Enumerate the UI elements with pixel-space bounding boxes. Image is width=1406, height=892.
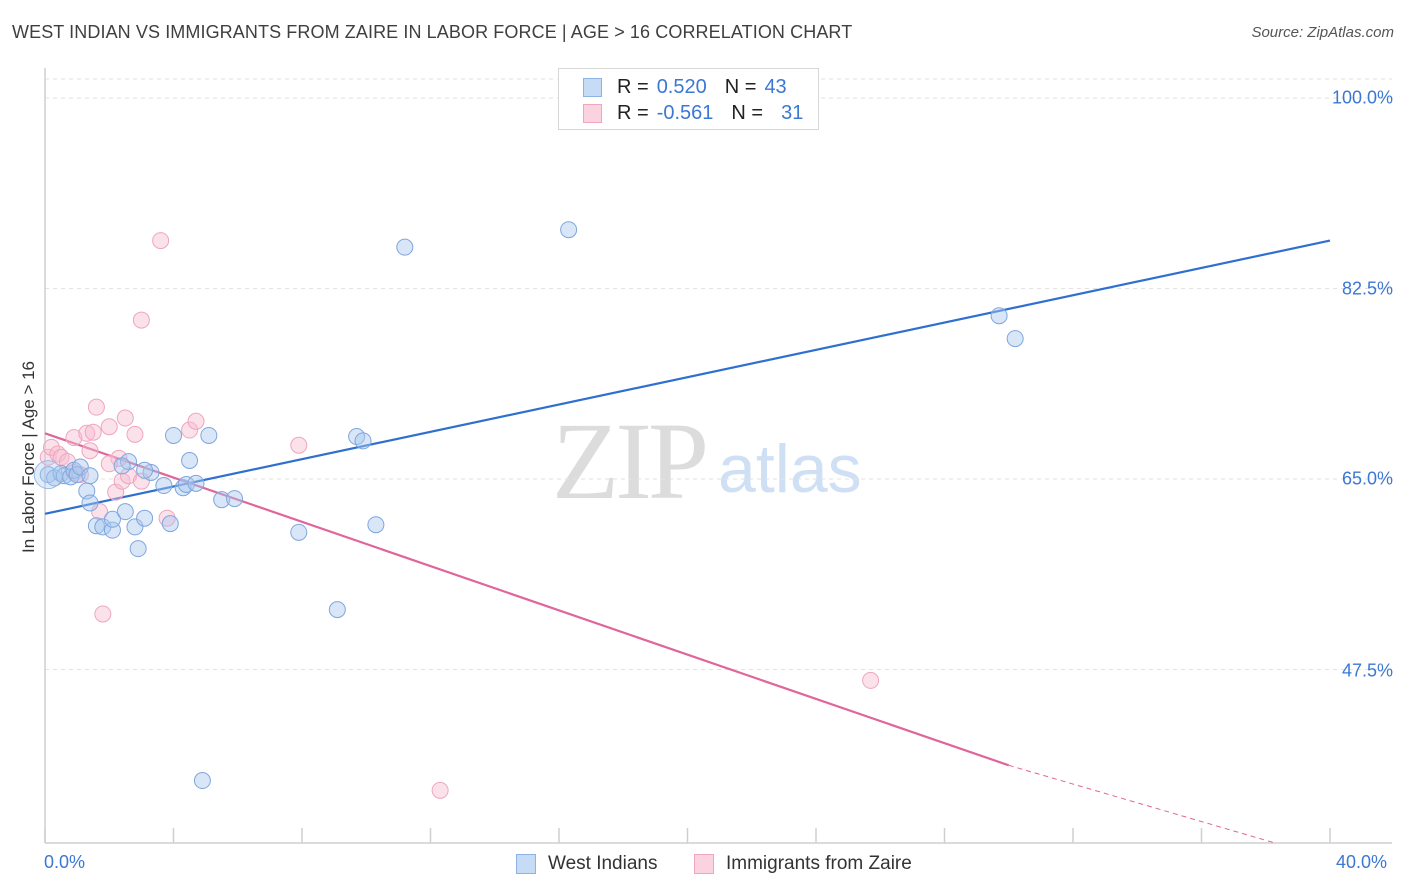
west-indian-point <box>142 463 160 481</box>
west-indian-point <box>367 516 385 534</box>
x-tick-min: 0.0% <box>44 852 86 872</box>
zaire-point <box>94 605 112 623</box>
x-tick-max: 40.0% <box>1336 852 1388 872</box>
zaire-point <box>107 483 125 501</box>
trend-lines <box>44 239 1331 844</box>
zaire-point <box>84 423 102 441</box>
zaire-point <box>100 455 118 473</box>
west-indian-point <box>187 474 205 492</box>
west-indian-point <box>126 518 144 536</box>
legend-swatch-pink <box>694 854 714 874</box>
grid-lines <box>45 78 1392 670</box>
west-indian-point <box>113 457 131 475</box>
legend-swatch-blue <box>516 854 536 874</box>
n-value: 31 <box>781 101 804 124</box>
zaire-point <box>862 671 880 689</box>
n-label: N = <box>731 101 764 124</box>
west-indian-point <box>136 461 154 479</box>
zaire-point <box>116 409 134 427</box>
n-value: 43 <box>764 75 787 98</box>
legend-row-zaire: R = -0.561 N = 31 <box>583 100 803 126</box>
west-indian-point <box>990 307 1008 325</box>
r-value: -0.561 <box>656 101 714 124</box>
zaire-point <box>65 429 83 447</box>
source-label: Source: ZipAtlas.com <box>1251 24 1394 41</box>
zaire-point <box>431 781 449 799</box>
y-tick-label: 82.5% <box>1341 278 1393 299</box>
data-points <box>33 221 1024 799</box>
legend-row-west-indians: R = 0.520 N = 43 <box>583 74 787 100</box>
zaire-point <box>132 311 150 329</box>
west-indian-point <box>290 523 308 541</box>
zaire-point <box>187 412 205 430</box>
west-indian-point <box>560 221 578 239</box>
west-indian-point <box>174 479 192 497</box>
west-indian-point <box>200 426 218 444</box>
west-indian-point <box>1006 330 1024 348</box>
west-indian-point <box>71 458 89 476</box>
west-indian-point <box>129 540 147 558</box>
y-tick-label: 65.0% <box>1341 468 1393 489</box>
west-indian-point <box>226 490 244 508</box>
chart-title: WEST INDIAN VS IMMIGRANTS FROM ZAIRE IN … <box>12 22 853 42</box>
west-indian-point <box>136 509 154 527</box>
west-indian-point <box>103 510 121 528</box>
west-indian-point <box>213 491 231 509</box>
zaire-point <box>87 398 105 416</box>
axes <box>44 68 1392 844</box>
west-indian-point <box>81 494 99 512</box>
west-indian-point <box>161 515 179 533</box>
west-indian-point <box>328 601 346 619</box>
zaire-point <box>158 509 176 527</box>
west-indian-point <box>87 517 105 535</box>
west-indian-point <box>181 451 199 469</box>
legend-swatch-blue <box>583 77 602 97</box>
y-tick-label: 100.0% <box>1331 87 1393 108</box>
n-label: N = <box>724 75 757 98</box>
west-indian-point <box>354 432 372 450</box>
legend-label: Immigrants from Zaire <box>726 853 912 874</box>
zaire-point <box>152 232 170 250</box>
y-axis-label: In Labor Force | Age > 16 <box>19 360 38 554</box>
bottom-legend-west-indians: West Indians <box>516 851 657 877</box>
west-indian-point <box>33 460 63 490</box>
r-label: R = <box>617 75 649 98</box>
west-indian-point <box>155 477 173 495</box>
zaire-point <box>290 436 308 454</box>
west-indians-trend-line <box>44 239 1331 515</box>
zaire-point <box>78 424 96 442</box>
correlation-legend: R = 0.520 N = 43 R = -0.561 N = 31 <box>558 68 819 130</box>
west-indian-point <box>396 238 414 256</box>
west-indian-point <box>165 426 182 444</box>
zaire-point <box>120 467 138 485</box>
west-indian-point <box>81 467 99 485</box>
zaire-point <box>181 421 199 439</box>
legend-label: West Indians <box>548 853 658 874</box>
r-value: 0.520 <box>656 75 707 98</box>
y-tick-label: 47.5% <box>1341 660 1393 681</box>
bottom-legend-zaire: Immigrants from Zaire <box>694 851 912 877</box>
zaire-point <box>126 425 144 443</box>
west-indian-point <box>55 467 73 485</box>
watermark-atlas: atlas <box>718 431 862 507</box>
legend-swatch-pink <box>583 103 602 123</box>
zaire-point <box>132 472 150 490</box>
zaire-point <box>81 442 99 460</box>
west-indian-point <box>193 772 211 790</box>
west-indian-point <box>116 503 134 521</box>
zaire-trend-line <box>44 432 1010 767</box>
zaire-trend-extension <box>1008 764 1276 844</box>
zaire-point <box>100 418 118 436</box>
watermark-zip: ZIP <box>552 400 709 522</box>
r-label: R = <box>617 101 649 124</box>
